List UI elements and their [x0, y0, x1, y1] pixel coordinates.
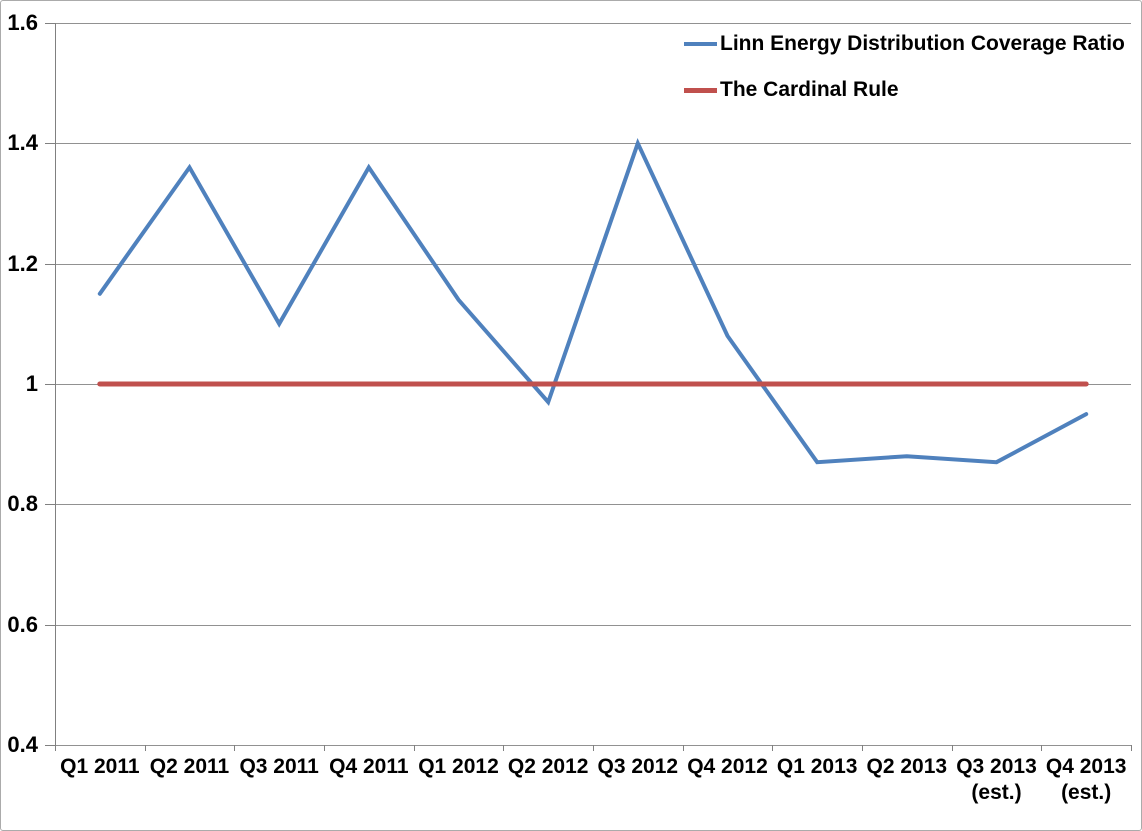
y-tick-label: 0.4	[7, 732, 38, 757]
x-tick-label-line1: Q2 2012	[507, 755, 589, 778]
x-tick-label: Q1 2011	[38, 754, 162, 780]
y-tick-label: 1.2	[7, 251, 38, 276]
x-tick-label-line1: Q1 2013	[776, 755, 858, 778]
y-tick-label: 1.6	[7, 10, 38, 35]
x-tick-label: Q1 2013	[755, 754, 879, 780]
legend-line-sample-blue	[684, 42, 717, 46]
x-tick-label: Q2 2011	[128, 754, 252, 780]
x-tick-label-line1: Q3 2012	[597, 755, 679, 778]
x-tick-label-line1: Q4 2012	[687, 755, 768, 778]
x-tick-label-line1: Q3 2013	[956, 755, 1037, 778]
y-tick-label: 0.6	[7, 612, 38, 637]
legend: Linn Energy Distribution Coverage Ratio …	[684, 32, 1125, 124]
x-tick-label-line1: Q4 2013	[1045, 755, 1127, 778]
legend-line-sample-red	[684, 87, 717, 93]
y-tick-label: 0.8	[7, 491, 38, 516]
x-tick-label: Q4 2013 (est.)	[1024, 754, 1141, 806]
x-tick-label-line1: Q2 2013	[866, 755, 948, 778]
x-tick-label: Q3 2012	[576, 754, 700, 780]
x-tick-label: Q2 2013	[845, 754, 969, 780]
x-tick-label: Q4 2012	[666, 754, 790, 780]
series-line-0	[97, 137, 1089, 465]
legend-item-cardinal-rule: The Cardinal Rule	[684, 78, 1125, 102]
x-tick-label-line1: Q2 2011	[149, 755, 230, 778]
x-tick-label: Q1 2012	[397, 754, 521, 780]
legend-item-coverage-ratio: Linn Energy Distribution Coverage Ratio	[684, 32, 1125, 56]
y-tick-label: 1	[25, 371, 38, 396]
x-tick-label: Q3 2011	[217, 754, 341, 780]
x-tick-label-line1: Q3 2011	[239, 755, 319, 778]
x-tick-label-line1: Q4 2011	[329, 755, 409, 778]
x-tick-label-line1: Q1 2012	[418, 755, 499, 778]
legend-label-cardinal-rule: The Cardinal Rule	[720, 78, 899, 101]
x-tick-label: Q2 2012	[486, 754, 610, 780]
x-tick-label-note: (est.)	[971, 781, 1022, 804]
legend-label-coverage-ratio: Linn Energy Distribution Coverage Ratio	[720, 32, 1125, 55]
x-tick-label: Q3 2013 (est.)	[935, 754, 1059, 806]
x-tick-label-note: (est.)	[1061, 781, 1112, 804]
y-tick-label: 1.4	[7, 130, 38, 155]
x-tick-label: Q4 2011	[307, 754, 431, 780]
x-tick-label-line1: Q1 2011	[60, 755, 140, 778]
